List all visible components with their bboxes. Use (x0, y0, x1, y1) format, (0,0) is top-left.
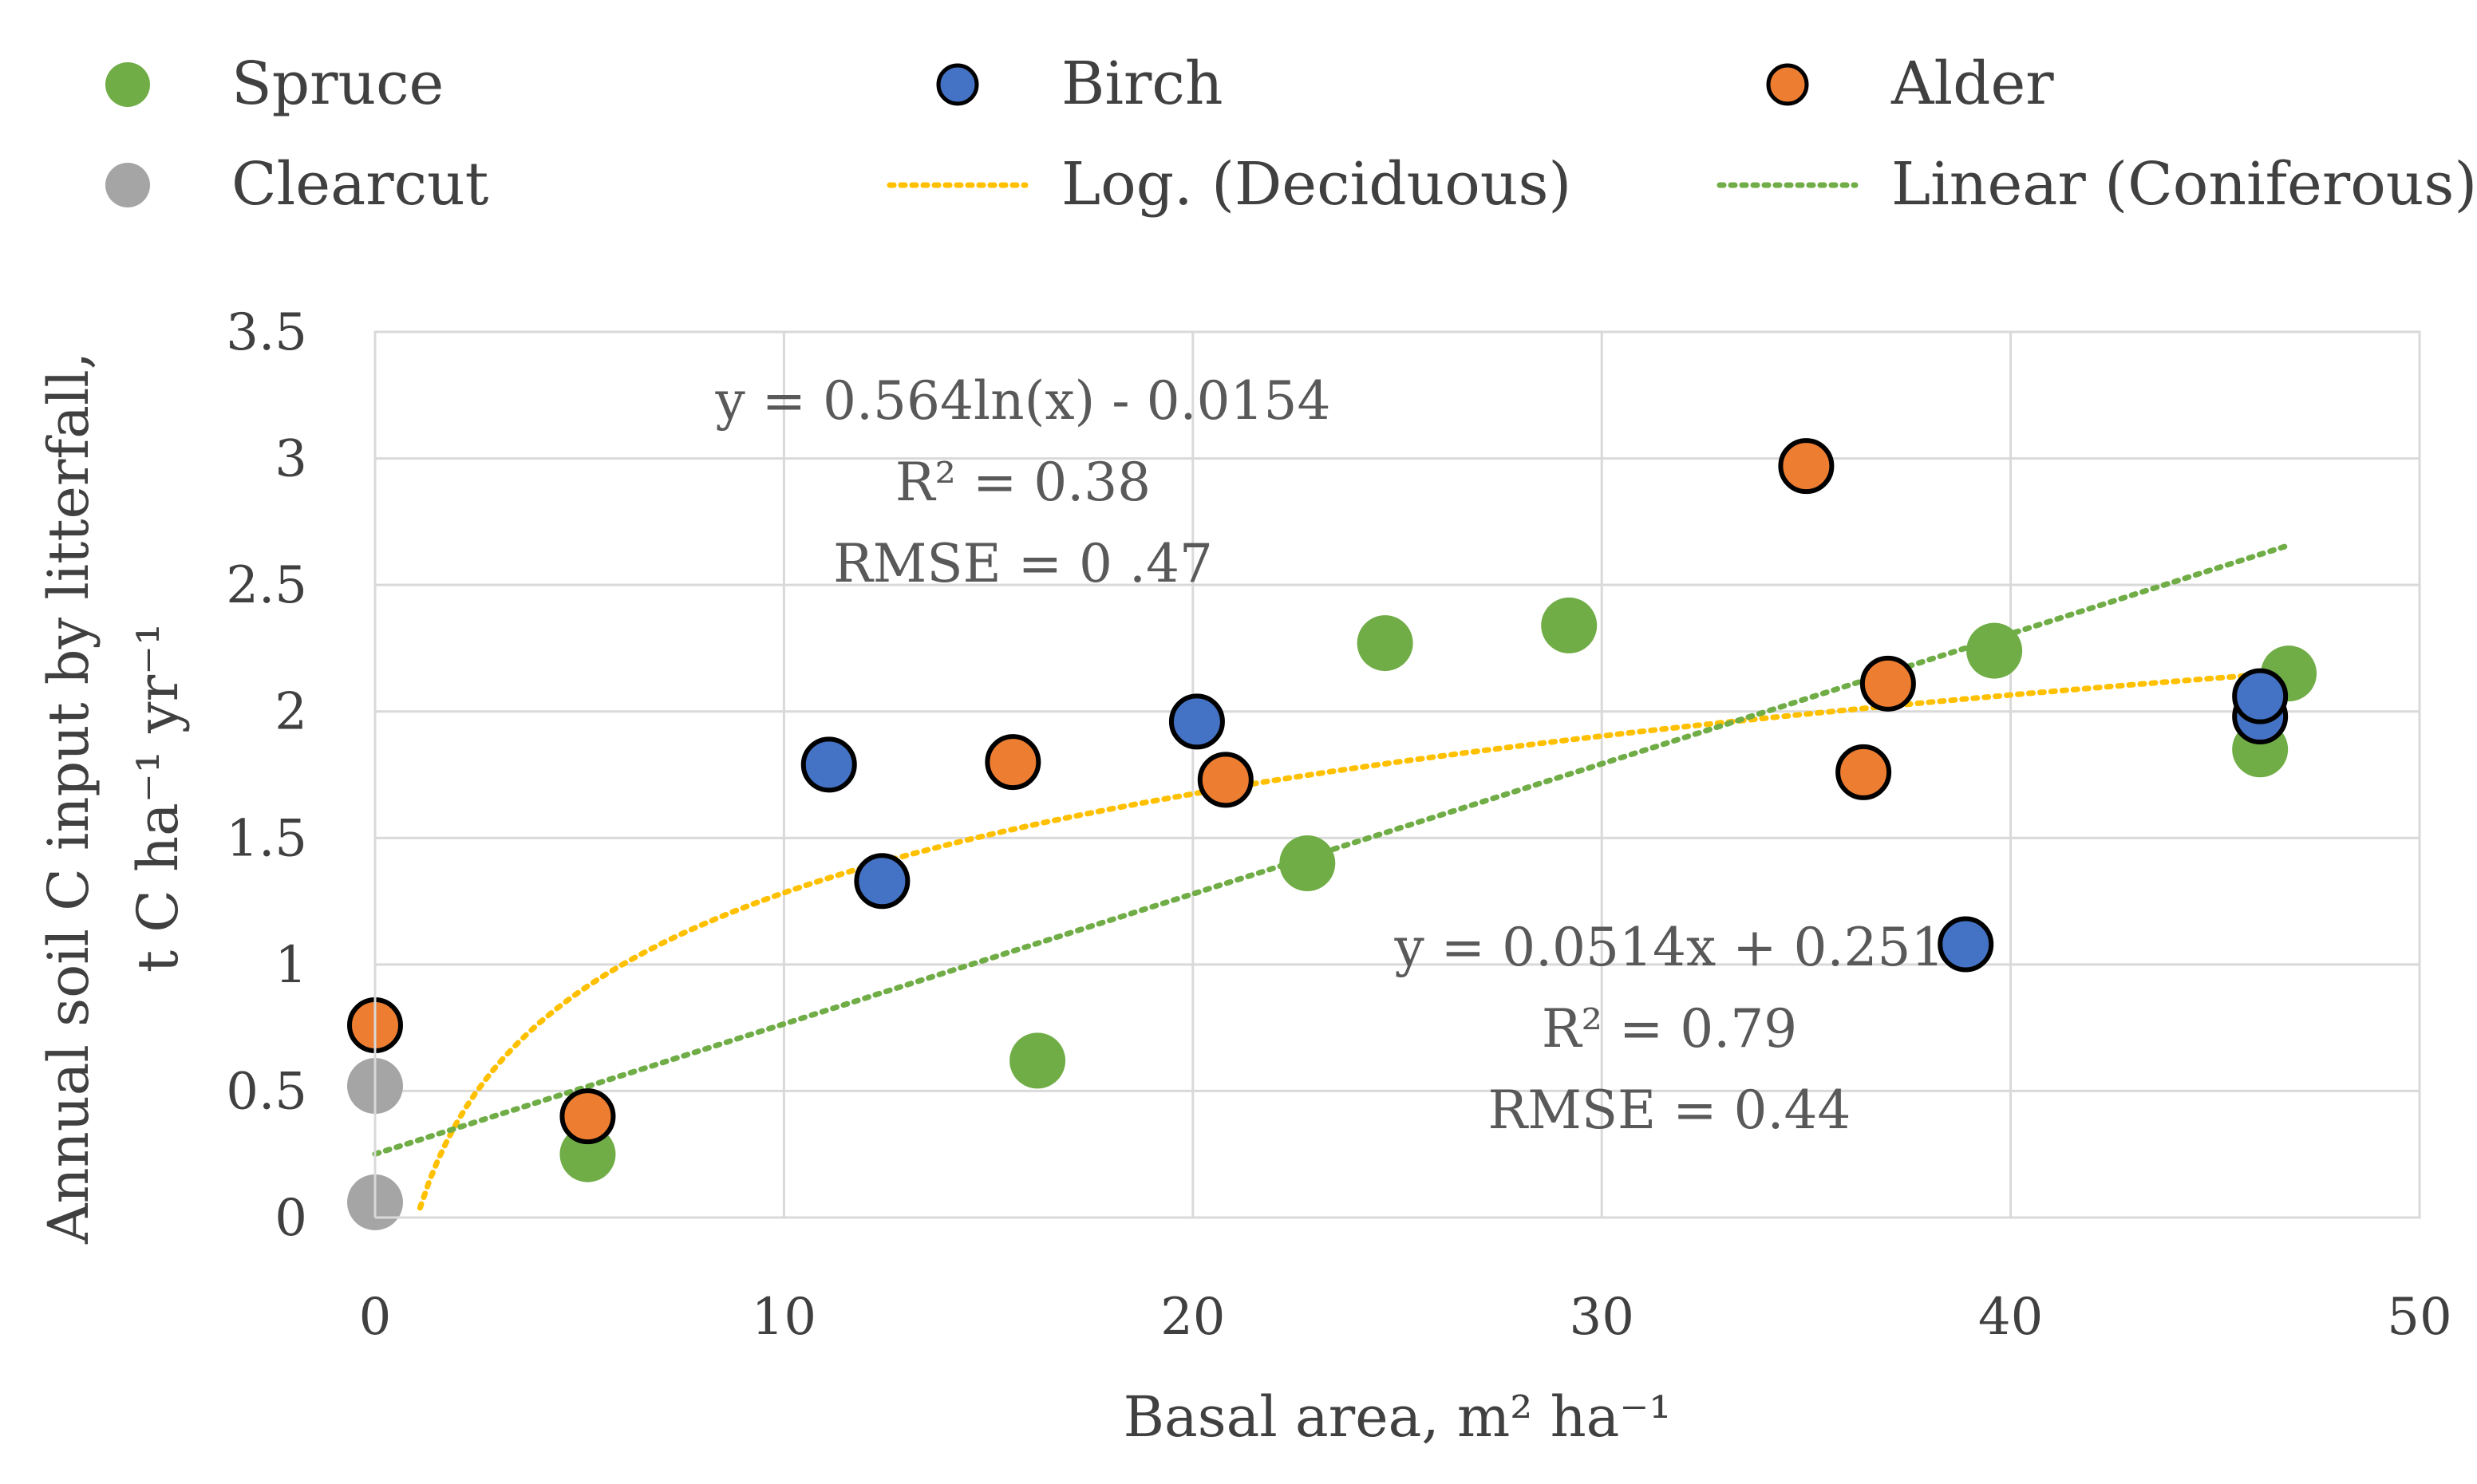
data-point-birch (2232, 668, 2289, 724)
y-tick-label: 2 (275, 683, 307, 742)
axes: 0 0.5 1 1.5 2 2.5 3 3.5 0 10 20 30 40 50 Basal area, m… (36, 303, 2452, 1450)
x-tick-label: 40 (1978, 1288, 2043, 1347)
annotation-coniferous-line: R² = 0.79 (1542, 998, 1797, 1060)
annotation-deciduous-line: R² = 0.38 (895, 452, 1151, 513)
legend-label: Log. (Deciduous) (1061, 150, 1571, 219)
x-tick-label: 50 (2387, 1288, 2451, 1347)
data-point-alder (1778, 438, 1835, 495)
data-point-spruce (1357, 615, 1413, 672)
legend-label: Alder (1890, 49, 2054, 118)
data-point-alder (1859, 655, 1916, 712)
legend-label: Linear (Coniferous) (1891, 150, 2477, 219)
legend-marker-spruce (105, 62, 150, 107)
y-tick-label: 3.5 (226, 303, 307, 362)
data-points (347, 438, 2317, 1230)
y-axis-title-line: t C ha⁻¹ yr⁻¹ (125, 623, 191, 973)
legend-label: Birch (1061, 49, 1223, 118)
legend-marker-alder (1766, 63, 1809, 106)
annotation-coniferous-line: RMSE = 0.44 (1488, 1079, 1851, 1141)
y-tick-label: 1 (275, 936, 307, 995)
x-tick-label: 30 (1569, 1288, 1634, 1347)
y-tick-label: 1.5 (226, 809, 307, 868)
annotation-deciduous-line: RMSE = 0 .47 (833, 533, 1213, 594)
trendline-deciduous (417, 672, 2263, 1211)
data-point-birch (854, 853, 911, 910)
data-point-alder (1835, 744, 1892, 800)
data-point-spruce (1966, 622, 2023, 679)
data-point-alder (1197, 752, 1254, 808)
data-point-alder (985, 734, 1041, 791)
x-tick-label: 0 (359, 1288, 392, 1347)
legend-marker-birch (936, 63, 979, 106)
gridlines (375, 330, 2420, 1218)
y-axis-title-line: Annual soil C input by litterfall, (36, 352, 101, 1245)
annotation-coniferous-line: y = 0.0514x + 0.251 (1394, 917, 1945, 978)
legend-marker-clearcut (105, 163, 150, 207)
y-tick-label: 0 (275, 1189, 307, 1248)
annotation-deciduous-line: y = 0.564ln(x) - 0.0154 (714, 370, 1330, 432)
x-tick-label: 10 (752, 1288, 816, 1347)
plot-frame (373, 330, 2421, 1219)
data-point-spruce (1009, 1032, 1066, 1089)
data-point-alder (559, 1088, 616, 1145)
data-point-birch (1938, 916, 1994, 973)
y-tick-label: 3 (275, 430, 307, 489)
legend-label: Clearcut (231, 150, 489, 219)
x-axis-title: Basal area, m² ha⁻¹ (1124, 1384, 1672, 1450)
x-tick-label: 20 (1160, 1288, 1225, 1347)
data-point-birch (1168, 693, 1225, 750)
y-tick-label: 2.5 (226, 556, 307, 615)
legend-label: Spruce (231, 49, 444, 118)
y-tick-label: 0.5 (226, 1062, 307, 1121)
annotations: y = 0.564ln(x) - 0.0154 R² = 0.38 RMSE = 0… (714, 370, 1944, 1141)
y-axis-title: Annual soil C input by litterfall, t C ha… (36, 352, 191, 1245)
data-point-birch (800, 736, 857, 793)
legend: Spruce Birch Alder Clearcut Log. (Deciduous)… (105, 49, 2477, 219)
data-point-spruce (1541, 597, 1598, 653)
data-point-spruce (1279, 835, 1336, 891)
plot-area: y = 0.564ln(x) - 0.0154 R² = 0.38 RMSE = 0… (347, 330, 2421, 1230)
